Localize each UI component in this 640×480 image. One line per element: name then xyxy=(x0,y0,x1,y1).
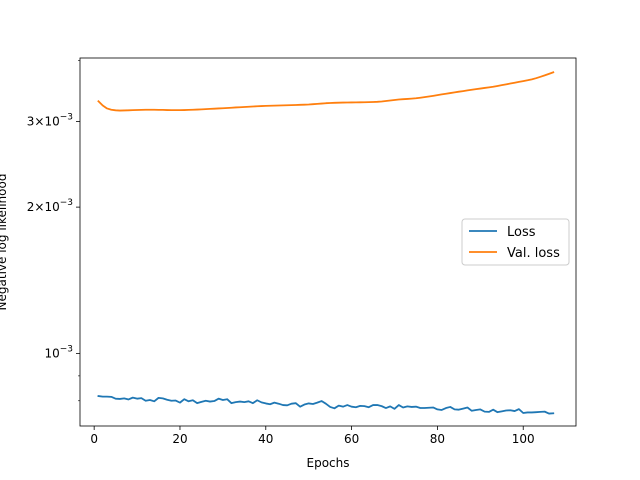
legend-label-loss: Loss xyxy=(507,225,536,240)
x-tick-label: 80 xyxy=(430,432,445,446)
x-tick-label: 60 xyxy=(344,432,359,446)
x-tick-label: 100 xyxy=(512,432,535,446)
x-axis: 0 20 40 60 80 100 xyxy=(90,426,535,446)
x-tick-label: 20 xyxy=(172,432,187,446)
legend-label-val-loss: Val. loss xyxy=(507,246,560,261)
legend: Loss Val. loss xyxy=(461,218,570,266)
y-axis: 10−3 2×10−3 3×10−3 xyxy=(27,60,80,402)
series-line-loss xyxy=(97,395,555,415)
x-tick-label: 40 xyxy=(258,432,273,446)
y-tick-label: 2×10−3 xyxy=(27,198,73,214)
y-tick-label: 3×10−3 xyxy=(27,112,73,128)
series-line-val-loss xyxy=(97,71,555,112)
plot-frame xyxy=(79,57,577,427)
y-tick-label: 10−3 xyxy=(44,345,73,361)
x-axis-label: Epochs xyxy=(307,456,350,470)
y-axis-label: Negative log likelihood xyxy=(0,174,9,311)
series-layer xyxy=(97,71,555,415)
x-tick-label: 0 xyxy=(90,432,98,446)
